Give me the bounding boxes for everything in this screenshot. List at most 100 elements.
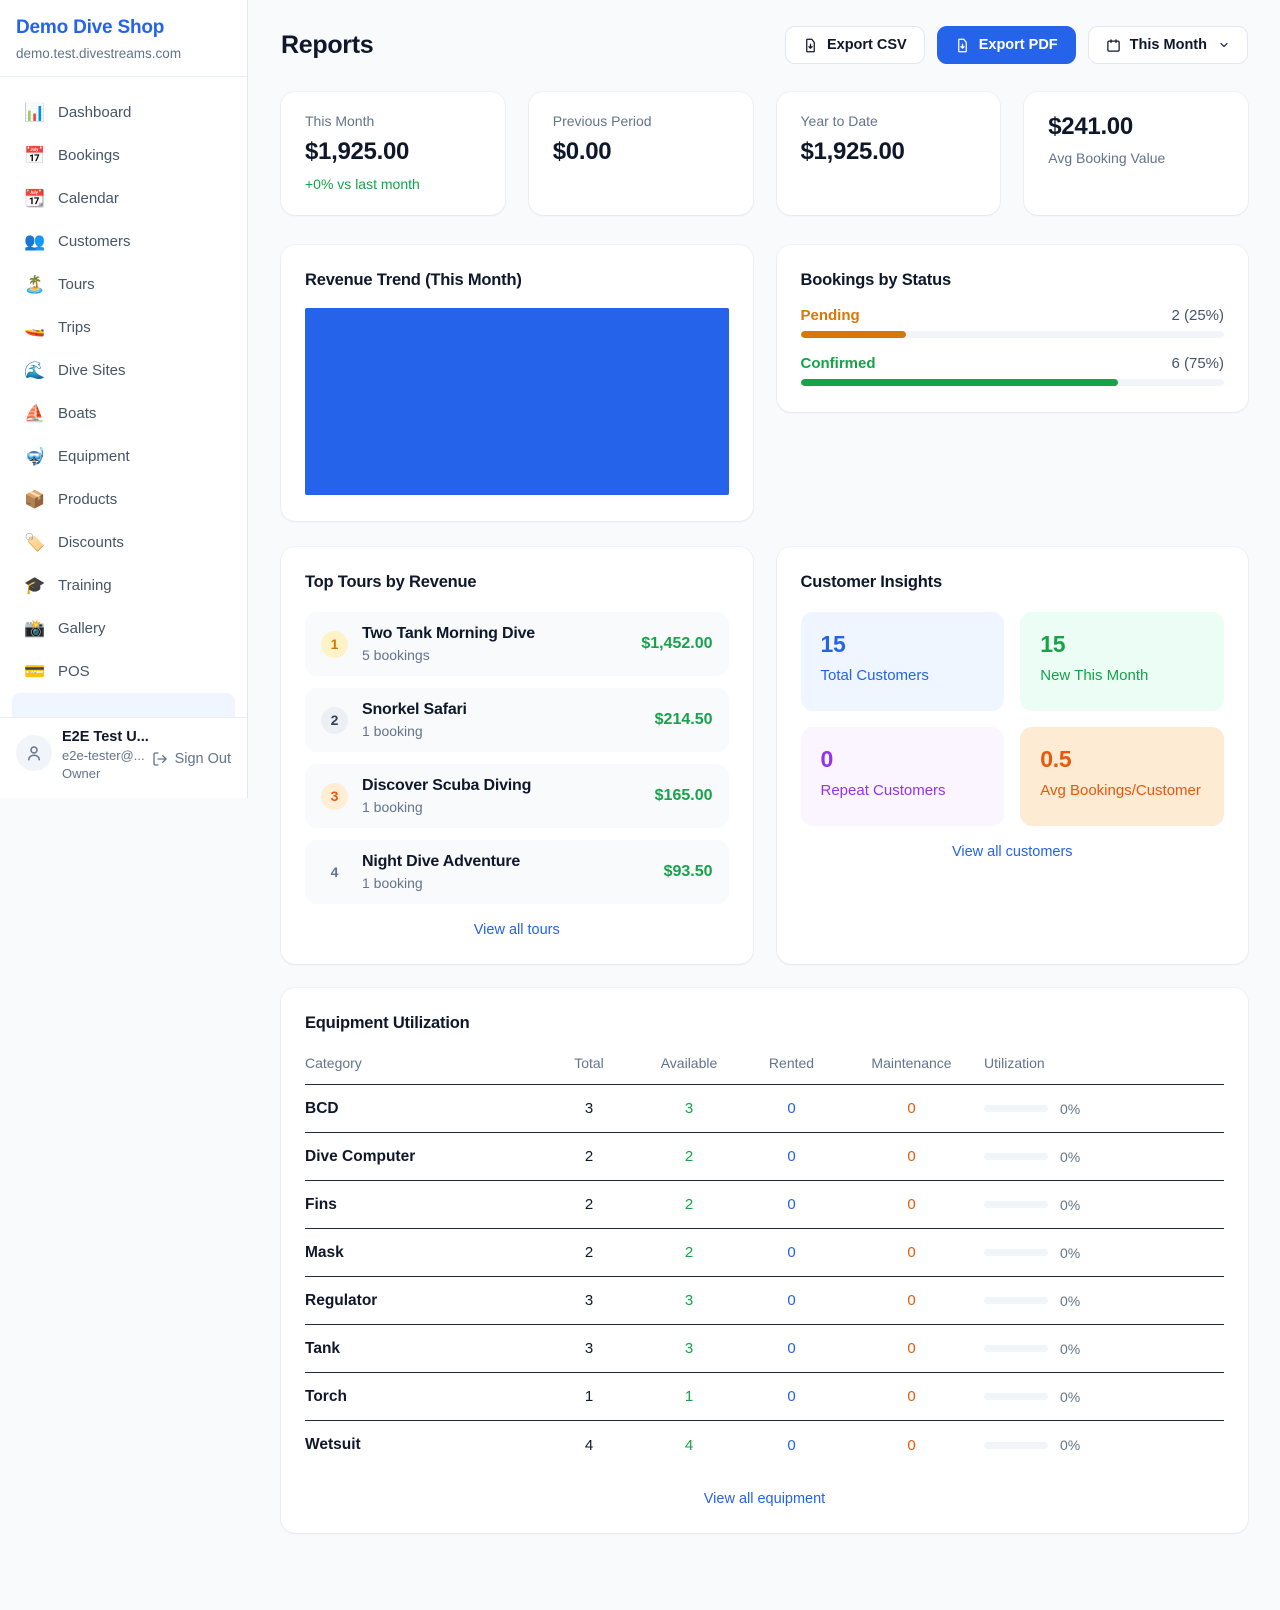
cell-utilization: 0% bbox=[1060, 1437, 1081, 1453]
view-all-customers-link[interactable]: View all customers bbox=[951, 844, 1073, 860]
tour-list-item[interactable]: 3 Discover Scuba Diving 1 booking $165.0… bbox=[305, 764, 729, 828]
cell-utilization: 0% bbox=[1060, 1292, 1081, 1309]
page-title: Reports bbox=[281, 30, 374, 59]
tour-list-item[interactable]: 4 Night Dive Adventure 1 booking $93.50 bbox=[305, 840, 729, 904]
avatar bbox=[16, 735, 52, 771]
sidebar-user-footer: E2E Test U... e2e-tester@... Owner Sign … bbox=[0, 717, 247, 798]
sidebar-item-dashboard[interactable]: 📊 Dashboard bbox=[12, 91, 235, 134]
dashboard-icon: 📊 bbox=[24, 102, 46, 122]
tour-revenue: $214.50 bbox=[654, 711, 713, 728]
utilization-bar bbox=[984, 1297, 1048, 1304]
sign-out-button[interactable]: Sign Out bbox=[152, 751, 231, 767]
export-csv-button[interactable]: Export CSV bbox=[784, 26, 925, 64]
cell-available: 2 bbox=[684, 1196, 694, 1213]
cell-rented: 0 bbox=[787, 1196, 796, 1213]
cell-category: Tank bbox=[305, 1339, 341, 1357]
tour-list-item[interactable]: 1 Two Tank Morning Dive 5 bookings $1,45… bbox=[305, 612, 729, 676]
cell-maintenance: 0 bbox=[907, 1148, 916, 1165]
export-pdf-button[interactable]: Export PDF bbox=[936, 26, 1076, 64]
customer-insights-title: Customer Insights bbox=[800, 573, 943, 591]
sidebar-item-products[interactable]: 📦 Products bbox=[12, 478, 235, 521]
equipment-utilization-card: Equipment Utilization Category Total Ava… bbox=[281, 988, 1248, 1533]
sidebar-item-boats[interactable]: ⛵ Boats bbox=[12, 392, 235, 435]
revenue-trend-title: Revenue Trend (This Month) bbox=[305, 271, 522, 289]
cell-maintenance: 0 bbox=[907, 1244, 916, 1261]
view-all-equipment-link[interactable]: View all equipment bbox=[703, 1491, 826, 1507]
person-icon bbox=[28, 746, 40, 761]
equipment-utilization-title: Equipment Utilization bbox=[305, 1014, 470, 1032]
insight-tile-total-customers: 15 Total Customers bbox=[800, 612, 1005, 711]
stat-card-year-to-date: Year to Date $1,925.00 bbox=[776, 92, 1001, 215]
cell-total: 2 bbox=[584, 1244, 594, 1261]
equipment-table: Category Total Available Rented Maintena… bbox=[305, 1055, 1224, 1469]
top-tours-title: Top Tours by Revenue bbox=[305, 573, 477, 591]
sidebar-item-pos[interactable]: 💳 POS bbox=[12, 650, 235, 693]
sidebar-item-dive-sites[interactable]: 🌊 Dive Sites bbox=[12, 349, 235, 392]
sidebar-item-bookings[interactable]: 📅 Bookings bbox=[12, 134, 235, 177]
col-total: Total bbox=[574, 1055, 604, 1071]
col-utilization: Utilization bbox=[984, 1055, 1045, 1071]
cell-category: Regulator bbox=[305, 1291, 378, 1309]
insight-tile-new-this-month: 15 New This Month bbox=[1020, 612, 1224, 711]
cell-rented: 0 bbox=[787, 1244, 796, 1261]
progress-fill bbox=[800, 379, 1119, 386]
view-all-tours-link[interactable]: View all tours bbox=[473, 922, 560, 938]
utilization-bar bbox=[984, 1105, 1048, 1112]
sidebar-header: Demo Dive Shop demo.test.divestreams.com bbox=[0, 0, 247, 77]
cell-rented: 0 bbox=[787, 1388, 796, 1405]
cell-total: 2 bbox=[584, 1148, 594, 1165]
graduation-cap-icon: 🎓 bbox=[24, 575, 46, 595]
cell-total: 3 bbox=[584, 1292, 594, 1309]
main-content: Reports Export CSV Export PDF bbox=[248, 0, 1280, 1573]
sidebar-item-discounts[interactable]: 🏷️ Discounts bbox=[12, 521, 235, 564]
credit-card-icon: 💳 bbox=[24, 661, 46, 681]
cell-maintenance: 0 bbox=[907, 1340, 916, 1357]
export-pdf-label: Export PDF bbox=[978, 37, 1058, 53]
rank-badge: 3 bbox=[321, 782, 348, 810]
col-rented: Rented bbox=[768, 1055, 815, 1071]
revenue-trend-chart bbox=[305, 308, 729, 495]
speedboat-icon: 🚤 bbox=[24, 317, 46, 337]
sidebar-item-trips[interactable]: 🚤 Trips bbox=[12, 306, 235, 349]
table-row: Torch 1 1 0 0 0% bbox=[305, 1373, 1224, 1421]
cell-category: Wetsuit bbox=[305, 1436, 361, 1453]
period-label: This Month bbox=[1129, 37, 1207, 53]
sidebar-item-gallery[interactable]: 📸 Gallery bbox=[12, 607, 235, 650]
period-dropdown[interactable]: This Month bbox=[1087, 26, 1248, 64]
sidebar-item-equipment[interactable]: 🤿 Equipment bbox=[12, 435, 235, 478]
tour-revenue: $93.50 bbox=[663, 863, 713, 880]
sidebar-item-tours[interactable]: 🏝️ Tours bbox=[12, 263, 235, 306]
camera-icon: 📸 bbox=[24, 618, 46, 638]
tour-list-item[interactable]: 2 Snorkel Safari 1 booking $214.50 bbox=[305, 688, 729, 752]
sidebar-item-training[interactable]: 🎓 Training bbox=[12, 564, 235, 607]
cell-total: 4 bbox=[584, 1436, 594, 1454]
sidebar-item-active-partial[interactable] bbox=[12, 693, 235, 717]
cell-total: 1 bbox=[584, 1388, 594, 1405]
cell-utilization: 0% bbox=[1060, 1148, 1081, 1165]
logout-icon bbox=[152, 752, 167, 766]
sidebar-item-label: Gallery bbox=[58, 620, 106, 637]
table-row: Fins 2 2 0 0 0% bbox=[305, 1181, 1224, 1229]
sign-out-label: Sign Out bbox=[174, 751, 231, 767]
cell-category: BCD bbox=[305, 1099, 339, 1117]
shop-name: Demo Dive Shop bbox=[16, 17, 165, 38]
tour-bookings: 1 booking bbox=[362, 799, 423, 815]
sidebar-item-calendar[interactable]: 📆 Calendar bbox=[12, 177, 235, 220]
insight-label: New This Month bbox=[1040, 667, 1149, 684]
sidebar-item-customers[interactable]: 👥 Customers bbox=[12, 220, 235, 263]
sidebar-item-label: Trips bbox=[58, 319, 91, 336]
stats-row: This Month $1,925.00 +0% vs last month P… bbox=[281, 92, 1248, 215]
insight-value: 15 bbox=[820, 631, 846, 657]
utilization-bar bbox=[984, 1249, 1048, 1256]
col-available: Available bbox=[660, 1055, 718, 1071]
cell-rented: 0 bbox=[787, 1436, 796, 1454]
stat-value: $0.00 bbox=[552, 138, 612, 165]
sidebar-item-label: Dashboard bbox=[58, 104, 132, 121]
tour-bookings: 1 booking bbox=[362, 723, 423, 739]
revenue-trend-card: Revenue Trend (This Month) bbox=[281, 245, 753, 521]
stat-card-previous-period: Previous Period $0.00 bbox=[528, 92, 753, 215]
cell-maintenance: 0 bbox=[907, 1436, 916, 1454]
tour-revenue: $165.00 bbox=[654, 787, 713, 804]
rank-badge: 4 bbox=[330, 864, 339, 880]
cell-utilization: 0% bbox=[1060, 1388, 1081, 1405]
